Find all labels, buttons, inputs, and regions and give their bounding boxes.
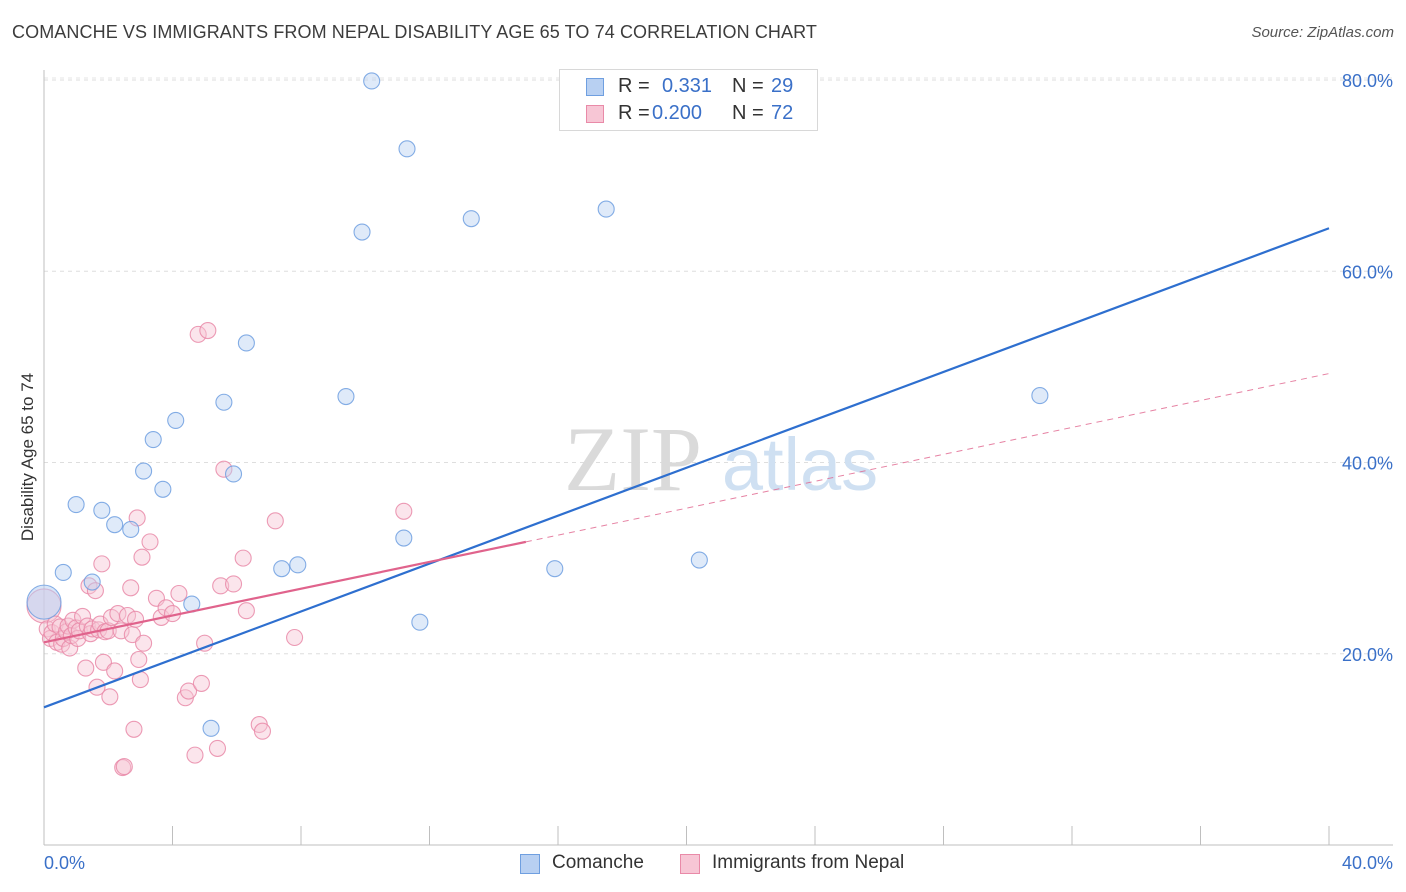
comanche-point-3 bbox=[83, 573, 101, 591]
comanche-point-25 bbox=[546, 560, 564, 578]
r-label: R = bbox=[618, 102, 650, 124]
nepal-point-46 bbox=[133, 548, 151, 566]
comanche-point-10 bbox=[167, 411, 185, 429]
watermark-atlas: atlas bbox=[722, 423, 878, 506]
nepal-point-53 bbox=[170, 584, 188, 603]
nepal-point-65 bbox=[234, 549, 252, 567]
nepal-point-64 bbox=[224, 575, 243, 593]
legend-label-nepal: Immigrants from Nepal bbox=[712, 852, 905, 873]
comanche-point-26 bbox=[597, 200, 615, 218]
nepal-point-47 bbox=[135, 634, 153, 652]
comanche-point-16 bbox=[273, 560, 291, 578]
comanche-point-14 bbox=[224, 465, 243, 483]
x-tick-label-min: 0.0% bbox=[44, 853, 85, 873]
r-label: R = bbox=[618, 75, 650, 97]
comanche-point-24 bbox=[462, 210, 480, 228]
comanche-point-20 bbox=[363, 72, 381, 90]
nepal-point-41 bbox=[125, 720, 143, 738]
n-value: 72 bbox=[771, 102, 794, 124]
comanche-point-6 bbox=[122, 520, 140, 538]
chart-source: Source: ZipAtlas.com bbox=[1251, 24, 1394, 41]
comanche-point-28 bbox=[1031, 387, 1049, 405]
comanche-point-5 bbox=[106, 516, 124, 534]
nepal-point-66 bbox=[237, 602, 255, 620]
comanche-point-2 bbox=[67, 496, 85, 514]
comanche-point-15 bbox=[237, 334, 255, 352]
comanche-point-12 bbox=[202, 719, 220, 737]
y-tick-label-20: 20.0% bbox=[1342, 645, 1393, 665]
nepal-point-56 bbox=[186, 746, 204, 764]
nepal-point-61 bbox=[208, 739, 227, 757]
comanche-point-22 bbox=[398, 140, 416, 158]
nepal-point-23 bbox=[86, 582, 104, 600]
nepal-point-37 bbox=[115, 758, 133, 776]
comanche-point-17 bbox=[289, 556, 307, 574]
n-label: N = bbox=[732, 102, 764, 124]
watermark: ZIP atlas bbox=[564, 408, 878, 510]
nepal-point-31 bbox=[101, 688, 119, 706]
comanche-trend-line bbox=[43, 227, 1330, 709]
comanche-point-9 bbox=[154, 480, 172, 498]
nepal-point-60 bbox=[199, 321, 217, 340]
nepal-point-27 bbox=[93, 555, 111, 573]
y-tick-label-80: 80.0% bbox=[1342, 71, 1393, 91]
nepal-point-63 bbox=[215, 460, 233, 478]
nepal-trend-line bbox=[43, 540, 527, 644]
data-points bbox=[26, 72, 1049, 777]
chart-title: COMANCHE VS IMMIGRANTS FROM NEPAL DISABI… bbox=[12, 22, 818, 42]
trend-lines bbox=[43, 227, 1330, 709]
nepal-point-57 bbox=[189, 325, 207, 343]
watermark-zip: ZIP bbox=[564, 408, 702, 510]
comanche-point-4 bbox=[93, 501, 111, 519]
nepal-point-71 bbox=[395, 502, 413, 520]
nepal-point-69 bbox=[266, 512, 284, 530]
nepal-point-17 bbox=[74, 607, 92, 626]
x-tick-label-max: 40.0% bbox=[1342, 853, 1393, 873]
y-tick-label-40: 40.0% bbox=[1342, 454, 1393, 474]
n-label: N = bbox=[732, 75, 764, 97]
r-value: 0.331 bbox=[662, 75, 713, 97]
nepal-point-68 bbox=[253, 722, 272, 740]
nepal-point-48 bbox=[141, 533, 159, 551]
nepal-point-33 bbox=[106, 662, 124, 680]
gridlines bbox=[44, 77, 1393, 655]
nepal-point-18 bbox=[77, 659, 95, 677]
nepal-point-62 bbox=[212, 577, 230, 595]
y-axis-label: Disability Age 65 to 74 bbox=[18, 373, 37, 541]
comanche-point-19 bbox=[353, 223, 371, 241]
stats-legend: R = 0.331 N = 29 R = 0.200 N = 72 bbox=[559, 69, 818, 131]
comanche-swatch bbox=[586, 78, 604, 96]
comanche-point-7 bbox=[135, 462, 153, 480]
nepal-point-38 bbox=[118, 606, 137, 625]
comanche-point-0 bbox=[26, 584, 62, 620]
n-value: 29 bbox=[771, 75, 794, 97]
comanche-point-27 bbox=[690, 551, 708, 569]
comanche-point-1 bbox=[54, 563, 72, 582]
nepal-trend-extension bbox=[525, 373, 1330, 543]
nepal-point-28 bbox=[94, 653, 112, 671]
nepal-point-58 bbox=[192, 674, 210, 692]
nepal-point-70 bbox=[286, 628, 304, 647]
x-ticks bbox=[43, 826, 1330, 845]
nepal-point-59 bbox=[196, 634, 214, 652]
r-value: 0.200 bbox=[652, 102, 703, 124]
comanche-point-18 bbox=[337, 387, 355, 406]
axes bbox=[43, 70, 1393, 846]
legend-swatch-nepal bbox=[680, 854, 700, 874]
y-tick-labels: 20.0% 40.0% 60.0% 80.0% bbox=[1342, 71, 1393, 665]
nepal-point-44 bbox=[130, 650, 148, 669]
comanche-point-8 bbox=[144, 430, 162, 449]
comanche-point-21 bbox=[395, 529, 413, 547]
nepal-swatch bbox=[586, 105, 604, 123]
legend-swatch-comanche bbox=[520, 854, 540, 874]
y-tick-label-60: 60.0% bbox=[1342, 262, 1393, 282]
nepal-point-39 bbox=[122, 579, 140, 597]
legend-label-comanche: Comanche bbox=[552, 852, 644, 873]
comanche-point-13 bbox=[215, 393, 233, 411]
comanche-point-23 bbox=[411, 613, 429, 631]
nepal-point-55 bbox=[180, 682, 198, 700]
